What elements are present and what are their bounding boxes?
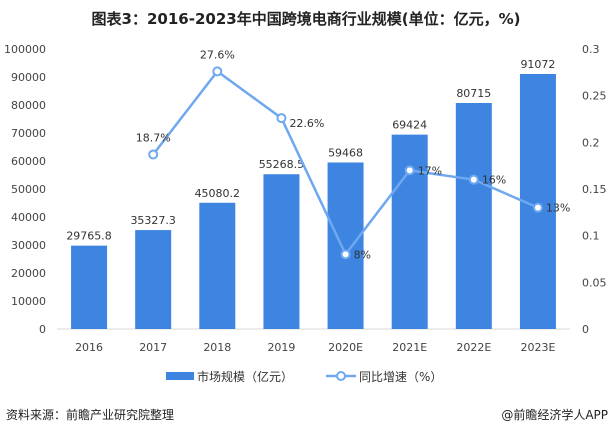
x-tick-label: 2022E <box>456 341 491 354</box>
bar <box>327 162 364 329</box>
right-tick-label: 0.3 <box>582 43 600 56</box>
line-point <box>212 66 223 77</box>
legend-line-label: 同比增速（%） <box>359 370 442 384</box>
line-data-label: 13% <box>546 202 570 215</box>
right-tick-label: 0.1 <box>582 230 600 243</box>
line-point <box>340 249 351 260</box>
left-tick-label: 70000 <box>11 127 46 140</box>
x-tick-label: 2018 <box>203 341 231 354</box>
line-data-label: 8% <box>354 248 371 261</box>
bar-data-label: 55268.5 <box>259 158 305 171</box>
left-tick-label: 60000 <box>11 155 46 168</box>
bar-data-label: 69424 <box>392 119 427 132</box>
left-tick-label: 10000 <box>11 295 46 308</box>
left-tick-label: 30000 <box>11 239 46 252</box>
right-tick-label: 0.15 <box>582 183 607 196</box>
line-data-label: 16% <box>482 174 506 187</box>
right-tick-label: 0.05 <box>582 276 607 289</box>
brand-note: @前瞻经济学人APP <box>501 408 608 422</box>
line-data-label: 22.6% <box>289 117 324 130</box>
line-data-label: 17% <box>418 164 442 177</box>
left-tick-label: 0 <box>39 323 46 336</box>
left-tick-label: 50000 <box>11 183 46 196</box>
bar <box>199 202 236 329</box>
x-tick-label: 2017 <box>139 341 167 354</box>
bar-data-label: 29765.8 <box>66 230 112 243</box>
legend-bar-label: 市场规模（亿元） <box>197 369 293 384</box>
bar <box>71 245 108 329</box>
left-tick-label: 80000 <box>11 99 46 112</box>
right-tick-label: 0 <box>582 323 589 336</box>
left-tick-label: 20000 <box>11 267 46 280</box>
right-tick-label: 0.2 <box>582 136 600 149</box>
left-tick-label: 100000 <box>4 43 46 56</box>
line-data-label: 27.6% <box>200 48 235 61</box>
x-tick-label: 2023E <box>520 341 555 354</box>
legend-bar-swatch <box>166 372 194 380</box>
left-tick-label: 40000 <box>11 211 46 224</box>
line-point <box>468 174 479 185</box>
bar <box>455 102 492 329</box>
left-tick-label: 90000 <box>11 71 46 84</box>
chart-title: 图表3：2016-2023年中国跨境电商行业规模(单位：亿元，%) <box>91 10 521 28</box>
line-data-label: 18.7% <box>136 131 171 144</box>
line-point <box>532 202 543 213</box>
bar-data-label: 45080.2 <box>195 187 241 200</box>
bar-data-label: 35327.3 <box>130 214 176 227</box>
x-tick-label: 2016 <box>75 341 103 354</box>
bar-data-label: 91072 <box>520 58 555 71</box>
bar-data-label: 80715 <box>456 87 491 100</box>
line-point <box>148 149 159 160</box>
x-tick-label: 2021E <box>392 341 427 354</box>
right-tick-label: 0.25 <box>582 90 607 103</box>
bar <box>135 230 172 329</box>
bar-data-label: 59468 <box>328 146 363 159</box>
line-point <box>404 165 415 176</box>
x-tick-label: 2019 <box>267 341 295 354</box>
x-tick-label: 2020E <box>328 341 363 354</box>
line-point <box>276 113 287 124</box>
legend-line-marker <box>336 371 346 381</box>
bar <box>263 174 300 329</box>
source-note: 资料来源：前瞻产业研究院整理 <box>6 408 175 422</box>
